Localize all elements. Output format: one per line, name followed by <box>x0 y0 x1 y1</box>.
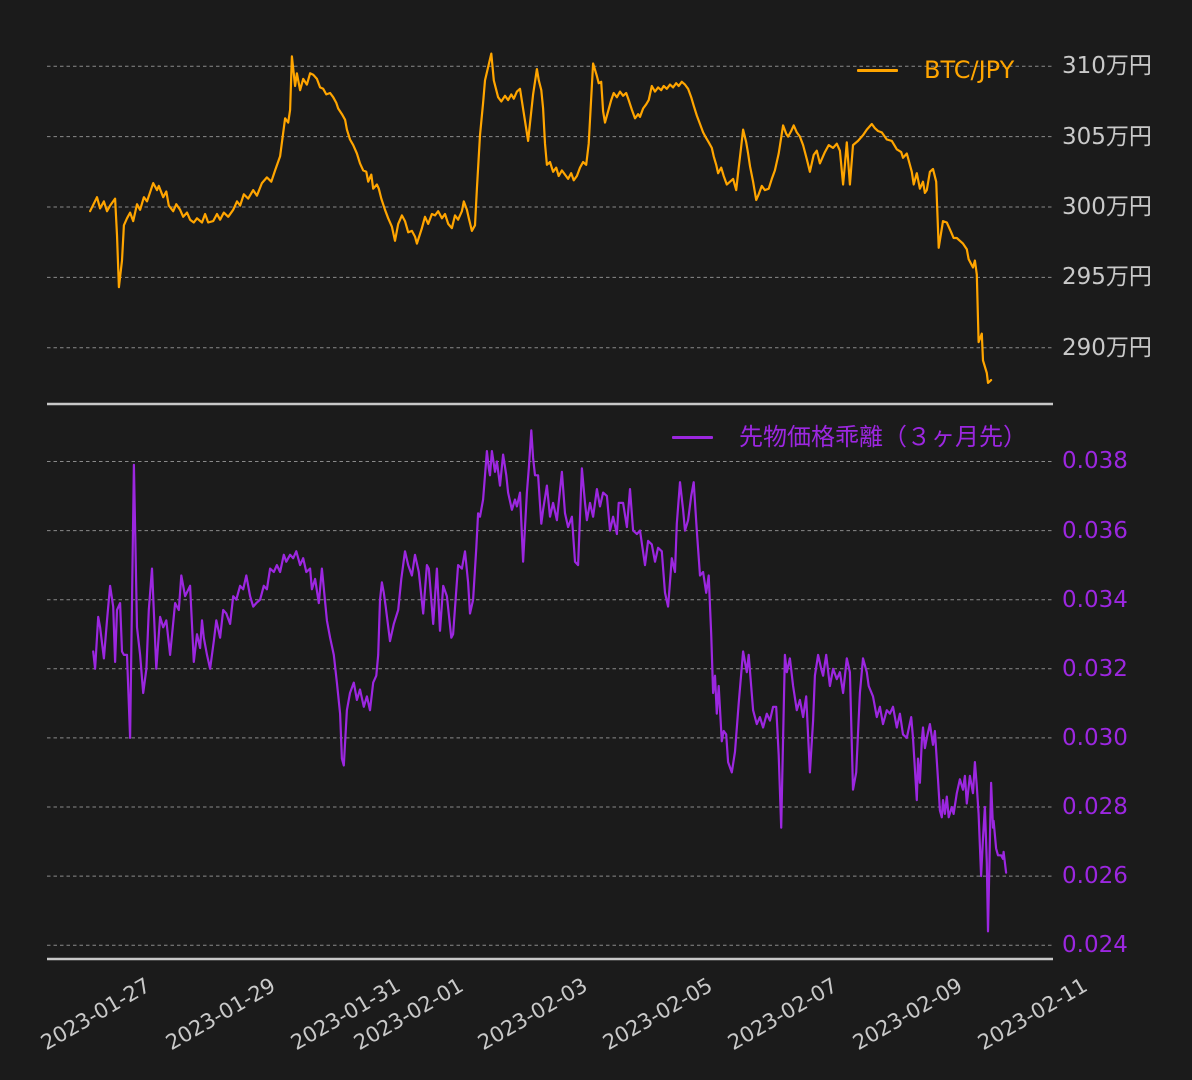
y-tick-label: 300万円 <box>1062 194 1152 220</box>
y-tick-label: 0.024 <box>1062 932 1128 959</box>
futures-deviation-series-line <box>92 429 1008 933</box>
y-tick-label: 310万円 <box>1062 53 1152 80</box>
y-tick-label: 0.028 <box>1062 793 1128 820</box>
y-tick-label: 0.030 <box>1062 724 1128 751</box>
y-tick-label: 295万円 <box>1062 264 1152 291</box>
y-tick-label: 305万円 <box>1062 123 1152 150</box>
futures-deviation-line-sample-icon <box>672 435 713 439</box>
y-tick-label: 0.032 <box>1062 655 1128 682</box>
y-tick-label: 0.026 <box>1062 863 1128 890</box>
y-tick-label: 290万円 <box>1062 334 1152 361</box>
legend-futures-deviation: 先物価格乖離（３ヶ月先） <box>672 424 1027 450</box>
btc-jpy-legend-label: BTC/JPY <box>924 56 1015 84</box>
y-tick-label: 0.036 <box>1062 517 1128 544</box>
btc-jpy-series-line <box>88 52 993 384</box>
legend-btc-jpy: BTC/JPY <box>857 57 1014 83</box>
futures-deviation-legend-label: 先物価格乖離（３ヶ月先） <box>739 423 1027 451</box>
btc-jpy-line-sample-icon <box>857 68 898 72</box>
y-tick-label: 0.034 <box>1062 586 1128 613</box>
y-tick-label: 0.038 <box>1062 448 1128 475</box>
